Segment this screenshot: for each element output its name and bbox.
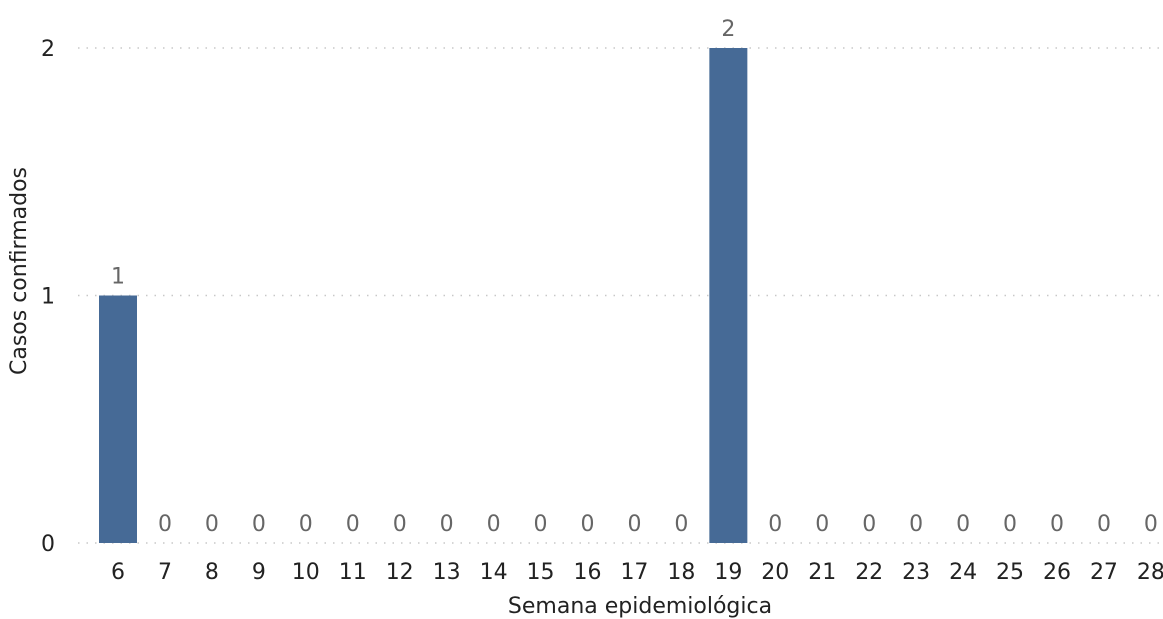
- x-tick-label: 10: [292, 560, 320, 585]
- data-label: 0: [252, 512, 266, 537]
- x-axis-ticks: 6 7 8 9 10 11 12 13 14 15 16 17 18 19 20 21 22 23 24 25 26 27…: [111, 560, 1163, 585]
- x-tick-label: 13: [433, 560, 461, 585]
- data-label: 0: [205, 512, 219, 537]
- data-label: 2: [721, 17, 735, 42]
- x-tick-label: 28: [1137, 560, 1163, 585]
- data-label: 0: [862, 512, 876, 537]
- bar: [709, 48, 748, 543]
- gridlines: [78, 47, 1163, 544]
- bar: [99, 295, 137, 543]
- x-tick-label: 19: [714, 560, 742, 585]
- y-tick-label: 0: [41, 532, 55, 557]
- data-label: 0: [768, 512, 782, 537]
- data-label: 0: [534, 512, 548, 537]
- x-tick-label: 7: [158, 560, 172, 585]
- x-tick-label: 11: [339, 560, 367, 585]
- x-tick-label: 24: [949, 560, 977, 585]
- x-tick-label: 18: [667, 560, 695, 585]
- data-label: 0: [1144, 512, 1158, 537]
- data-label: 0: [440, 512, 454, 537]
- data-label: 0: [393, 512, 407, 537]
- data-label: 0: [674, 512, 688, 537]
- x-tick-label: 25: [996, 560, 1024, 585]
- x-tick-label: 20: [761, 560, 789, 585]
- x-tick-label: 23: [902, 560, 930, 585]
- y-axis-title: Casos confirmados: [7, 167, 32, 375]
- data-label: 0: [815, 512, 829, 537]
- x-axis-title: Semana epidemiológica: [508, 594, 772, 619]
- data-label: 0: [627, 512, 641, 537]
- data-label: 0: [909, 512, 923, 537]
- y-tick-label: 1: [41, 285, 55, 310]
- data-labels: 1 0 0 0 0 0 0 0 0 0 0 0 0 2 0 0 0 0 0 0 0 0 0: [111, 17, 1158, 537]
- x-tick-label: 6: [111, 560, 125, 585]
- x-tick-label: 14: [480, 560, 508, 585]
- data-label: 0: [1050, 512, 1064, 537]
- x-tick-label: 16: [574, 560, 602, 585]
- data-label: 0: [158, 512, 172, 537]
- data-label: 0: [956, 512, 970, 537]
- x-tick-label: 8: [205, 560, 219, 585]
- data-label: 0: [1097, 512, 1111, 537]
- data-label: 0: [299, 512, 313, 537]
- data-label: 0: [581, 512, 595, 537]
- x-tick-label: 22: [855, 560, 883, 585]
- x-tick-label: 21: [808, 560, 836, 585]
- y-tick-label: 2: [41, 37, 55, 62]
- x-tick-label: 12: [386, 560, 414, 585]
- x-tick-label: 17: [620, 560, 648, 585]
- x-tick-label: 26: [1043, 560, 1071, 585]
- x-tick-label: 27: [1090, 560, 1118, 585]
- x-tick-label: 15: [527, 560, 555, 585]
- bars: [99, 48, 748, 543]
- x-tick-label: 9: [252, 560, 266, 585]
- data-label: 0: [1003, 512, 1017, 537]
- data-label: 0: [346, 512, 360, 537]
- y-axis-ticks: 0 1 2: [41, 37, 55, 557]
- data-label: 0: [487, 512, 501, 537]
- data-label: 1: [111, 265, 125, 290]
